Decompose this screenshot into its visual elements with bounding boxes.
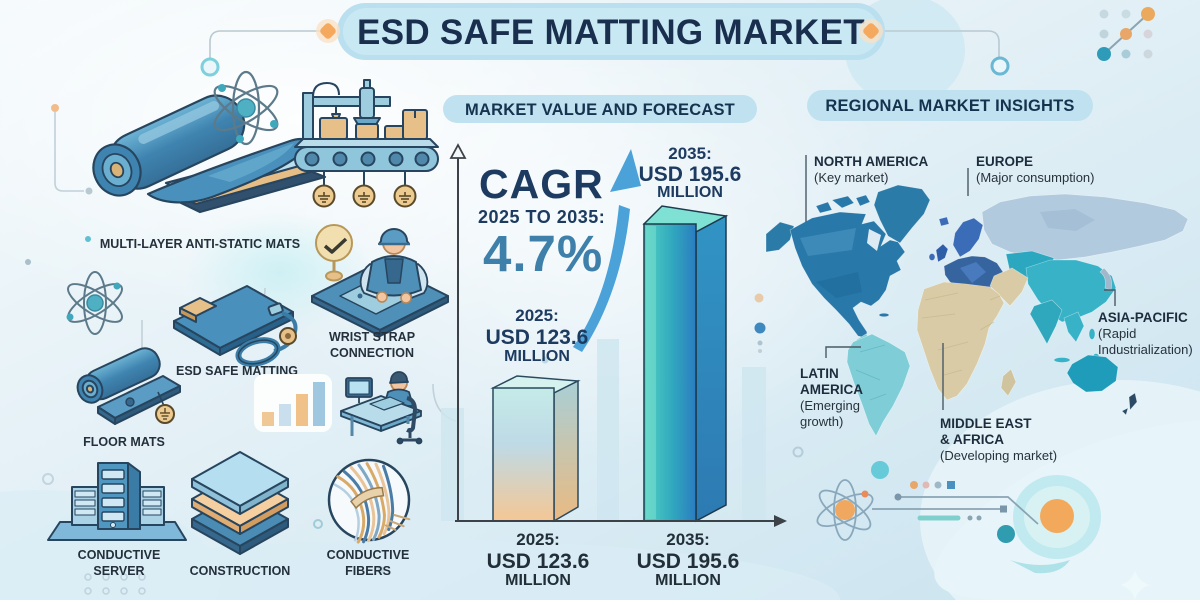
svg-text:CONSTRUCTION: CONSTRUCTION: [190, 564, 291, 578]
svg-text:CONDUCTIVE: CONDUCTIVE: [78, 548, 161, 562]
svg-text:MILLION: MILLION: [505, 572, 571, 589]
svg-text:USD 123.6: USD 123.6: [487, 550, 590, 573]
svg-text:NORTH AMERICA: NORTH AMERICA: [814, 154, 928, 169]
svg-text:FLOOR MATS: FLOOR MATS: [83, 435, 165, 449]
svg-text:USD 195.6: USD 195.6: [637, 550, 740, 573]
svg-text:USD 195.6: USD 195.6: [639, 163, 742, 186]
svg-text:FIBERS: FIBERS: [345, 564, 391, 578]
svg-text:MILLION: MILLION: [655, 572, 721, 589]
svg-text:AMERICA: AMERICA: [800, 382, 863, 397]
svg-text:CAGR: CAGR: [479, 161, 604, 207]
svg-text:MILLION: MILLION: [657, 184, 723, 201]
svg-text:ASIA-PACIFIC: ASIA-PACIFIC: [1098, 310, 1188, 325]
svg-text:SERVER: SERVER: [93, 564, 144, 578]
svg-text:ESD SAFE MATTING MARKET: ESD SAFE MATTING MARKET: [357, 13, 865, 52]
svg-text:2025:: 2025:: [515, 306, 558, 325]
svg-text:2035:: 2035:: [668, 144, 711, 163]
svg-text:2035:: 2035:: [666, 530, 709, 549]
svg-text:(Major consumption): (Major consumption): [976, 170, 1095, 185]
svg-text:(Emerging: (Emerging: [800, 398, 860, 413]
svg-text:Industrialization): Industrialization): [1098, 342, 1193, 357]
svg-text:CONNECTION: CONNECTION: [330, 346, 414, 360]
svg-text:MILLION: MILLION: [504, 348, 570, 365]
svg-text:& AFRICA: & AFRICA: [940, 432, 1004, 447]
svg-text:MULTI-LAYER ANTI-STATIC MATS: MULTI-LAYER ANTI-STATIC MATS: [100, 237, 300, 251]
svg-text:(Developing market): (Developing market): [940, 448, 1057, 463]
svg-text:LATIN: LATIN: [800, 366, 839, 381]
svg-text:4.7%: 4.7%: [483, 225, 603, 282]
svg-text:2025:: 2025:: [516, 530, 559, 549]
svg-text:WRIST STRAP: WRIST STRAP: [329, 330, 415, 344]
svg-text:(Rapid: (Rapid: [1098, 326, 1136, 341]
svg-text:MARKET VALUE AND FORECAST: MARKET VALUE AND FORECAST: [465, 101, 735, 119]
svg-text:USD 123.6: USD 123.6: [486, 326, 589, 349]
svg-text:growth): growth): [800, 414, 843, 429]
svg-text:(Key market): (Key market): [814, 170, 888, 185]
svg-text:EUROPE: EUROPE: [976, 154, 1033, 169]
svg-text:REGIONAL MARKET INSIGHTS: REGIONAL MARKET INSIGHTS: [825, 97, 1074, 115]
svg-text:CONDUCTIVE: CONDUCTIVE: [327, 548, 410, 562]
svg-text:MIDDLE EAST: MIDDLE EAST: [940, 416, 1032, 431]
svg-text:2025 TO 2035:: 2025 TO 2035:: [478, 207, 605, 227]
